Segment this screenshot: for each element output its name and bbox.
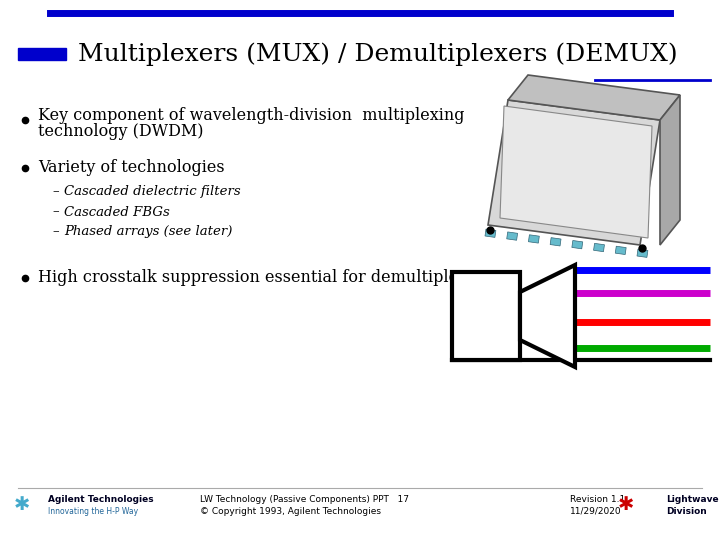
Text: Agilent Technologies: Agilent Technologies [48,496,153,504]
Polygon shape [488,100,660,245]
Text: Multiplexers (MUX) / Demultiplexers (DEMUX): Multiplexers (MUX) / Demultiplexers (DEM… [78,42,678,66]
Polygon shape [500,106,652,238]
Text: Lightwave: Lightwave [666,496,719,504]
Bar [572,240,582,249]
Text: Division: Division [666,507,707,516]
Bar [637,249,648,258]
Bar [616,246,626,254]
Text: Key component of wavelength-division  multiplexing: Key component of wavelength-division mul… [38,106,464,124]
Bar [507,232,518,240]
Polygon shape [660,95,680,245]
Text: Innovating the H-P Way: Innovating the H-P Way [48,507,138,516]
Polygon shape [508,75,680,120]
Bar [550,238,561,246]
Text: Phased arrays (see later): Phased arrays (see later) [64,226,233,239]
Text: –: – [52,186,58,199]
Text: –: – [52,206,58,219]
Text: Variety of technologies: Variety of technologies [38,159,225,177]
Text: © Copyright 1993, Agilent Technologies: © Copyright 1993, Agilent Technologies [200,507,381,516]
Bar [593,244,605,252]
Bar [18,48,66,60]
Text: ✱: ✱ [618,495,634,514]
Text: LW Technology (Passive Components) PPT   17: LW Technology (Passive Components) PPT 1… [200,496,409,504]
Text: Cascaded dielectric filters: Cascaded dielectric filters [64,186,240,199]
Text: Cascaded FBGs: Cascaded FBGs [64,206,170,219]
Bar [452,272,520,360]
Text: Revision 1.1: Revision 1.1 [570,496,625,504]
Text: technology (DWDM): technology (DWDM) [38,123,204,139]
Text: 11/29/2020: 11/29/2020 [570,507,621,516]
Text: ✱: ✱ [14,495,30,514]
Text: High crosstalk suppression essential for demultiplexing: High crosstalk suppression essential for… [38,269,493,287]
Text: –: – [52,226,58,239]
Polygon shape [520,265,575,367]
Bar [485,229,496,238]
Bar [528,235,539,243]
